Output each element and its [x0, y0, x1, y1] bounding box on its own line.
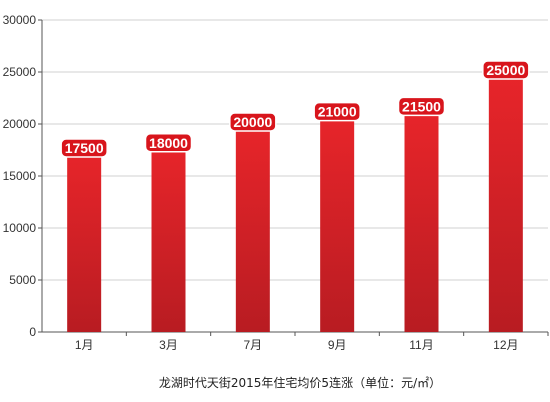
bar — [67, 150, 102, 332]
data-label-badge — [60, 138, 108, 158]
y-tick-label: 10000 — [3, 221, 37, 235]
data-label: 18000 — [149, 135, 188, 151]
x-tick-label: 3月 — [159, 338, 178, 352]
data-label-badge — [229, 112, 277, 132]
axes: 0 5000 10000 15000 20000 25000 30000 1月 3月 7月 9月 11… — [3, 13, 549, 352]
data-label-badge — [397, 96, 446, 117]
y-tick-label: 20000 — [3, 117, 37, 131]
x-tick-label: 11月 — [409, 338, 433, 352]
data-label: 25000 — [486, 62, 525, 78]
data-label: 21500 — [402, 98, 441, 114]
bars — [67, 72, 523, 333]
gridlines — [42, 19, 548, 281]
y-tick-label: 15000 — [3, 169, 37, 183]
x-tick-label: 7月 — [243, 338, 262, 352]
data-label-badge — [313, 101, 361, 122]
bar — [235, 124, 270, 332]
bar — [404, 108, 439, 333]
x-tick-label: 9月 — [328, 338, 347, 352]
chart-caption: 龙湖时代天街2015年住宅均价5连涨（单位：元/㎡） — [159, 375, 441, 390]
x-tick-label: 1月 — [75, 338, 94, 352]
data-label: 20000 — [233, 114, 272, 130]
data-label-badge — [482, 60, 530, 80]
bar — [320, 113, 355, 332]
y-tick-label: 5000 — [9, 273, 36, 287]
y-tick-label: 25000 — [3, 65, 37, 79]
x-tick-label: 12月 — [493, 338, 518, 352]
data-labels: 17500 18000 20000 21000 21500 25000 — [60, 60, 530, 158]
y-tick-label: 0 — [29, 325, 36, 339]
bar — [488, 72, 523, 332]
bar — [151, 144, 186, 332]
data-label: 17500 — [65, 140, 104, 156]
data-label: 21000 — [318, 104, 357, 120]
data-label-badge — [144, 133, 193, 153]
y-tick-label: 30000 — [3, 13, 37, 27]
